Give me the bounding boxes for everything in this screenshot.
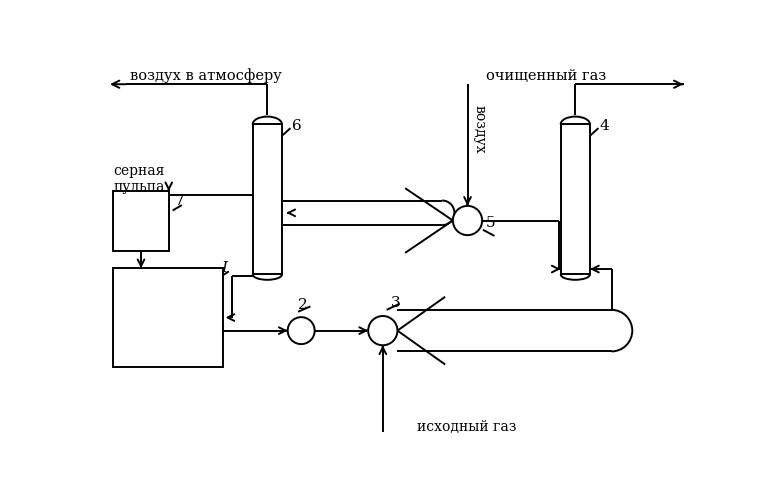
Text: исходный газ: исходный газ [417, 420, 516, 434]
Circle shape [368, 316, 398, 345]
Bar [253, 124, 282, 275]
Bar [113, 191, 168, 252]
Text: серная
пульпа: серная пульпа [113, 164, 165, 194]
Circle shape [453, 206, 482, 235]
Text: 5: 5 [486, 216, 495, 230]
Bar [113, 268, 222, 367]
Text: воздух: воздух [473, 105, 487, 153]
Text: 2: 2 [298, 298, 308, 312]
Text: 4: 4 [600, 119, 610, 133]
Text: 3: 3 [391, 296, 400, 310]
Text: 7: 7 [175, 194, 185, 208]
Text: воздух в атмосферу: воздух в атмосферу [130, 68, 282, 83]
Text: 6: 6 [292, 119, 302, 133]
Circle shape [288, 317, 314, 344]
Text: очищенный газ: очищенный газ [486, 69, 606, 83]
Text: I: I [221, 261, 227, 275]
Bar [561, 124, 590, 275]
